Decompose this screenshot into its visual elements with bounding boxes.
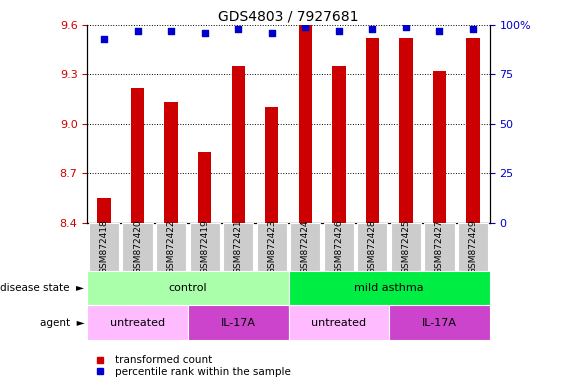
Legend: transformed count, percentile rank within the sample: transformed count, percentile rank withi… — [90, 355, 291, 377]
FancyBboxPatch shape — [156, 223, 186, 271]
Point — [401, 24, 410, 30]
Bar — [164, 103, 178, 384]
Point — [234, 26, 243, 32]
Text: GSM872424: GSM872424 — [301, 220, 310, 274]
Text: GSM872425: GSM872425 — [401, 219, 410, 274]
Bar — [399, 38, 413, 384]
Text: GSM872429: GSM872429 — [468, 219, 477, 274]
Point — [133, 28, 142, 34]
Text: GSM872422: GSM872422 — [167, 220, 176, 274]
FancyBboxPatch shape — [257, 223, 287, 271]
Point — [468, 26, 477, 32]
FancyBboxPatch shape — [391, 223, 421, 271]
Point — [301, 24, 310, 30]
FancyBboxPatch shape — [324, 223, 354, 271]
Text: IL-17A: IL-17A — [422, 318, 457, 328]
Text: GSM872420: GSM872420 — [133, 219, 142, 274]
Point — [267, 30, 276, 36]
FancyBboxPatch shape — [188, 305, 289, 340]
Point — [100, 36, 109, 42]
FancyBboxPatch shape — [425, 223, 454, 271]
Bar — [466, 38, 480, 384]
Bar — [231, 66, 245, 384]
Text: GSM872426: GSM872426 — [334, 219, 343, 274]
Point — [368, 26, 377, 32]
FancyBboxPatch shape — [89, 223, 119, 271]
Text: GSM872418: GSM872418 — [100, 219, 109, 274]
FancyBboxPatch shape — [358, 223, 387, 271]
FancyBboxPatch shape — [458, 223, 488, 271]
Point — [334, 28, 343, 34]
Bar — [265, 108, 279, 384]
FancyBboxPatch shape — [123, 223, 153, 271]
Text: disease state  ►: disease state ► — [1, 283, 84, 293]
FancyBboxPatch shape — [290, 223, 320, 271]
Point — [435, 28, 444, 34]
Text: GSM872419: GSM872419 — [200, 219, 209, 274]
Text: mild asthma: mild asthma — [354, 283, 424, 293]
FancyBboxPatch shape — [289, 305, 389, 340]
Bar — [433, 71, 446, 384]
FancyBboxPatch shape — [190, 223, 220, 271]
Title: GDS4803 / 7927681: GDS4803 / 7927681 — [218, 10, 359, 24]
Text: untreated: untreated — [110, 318, 165, 328]
Text: GSM872427: GSM872427 — [435, 219, 444, 274]
Bar — [131, 88, 144, 384]
FancyBboxPatch shape — [87, 305, 188, 340]
Text: GSM872423: GSM872423 — [267, 219, 276, 274]
Text: control: control — [168, 283, 207, 293]
FancyBboxPatch shape — [87, 271, 289, 305]
Text: agent  ►: agent ► — [40, 318, 84, 328]
FancyBboxPatch shape — [389, 305, 490, 340]
Text: IL-17A: IL-17A — [221, 318, 256, 328]
Text: untreated: untreated — [311, 318, 367, 328]
Text: GSM872428: GSM872428 — [368, 219, 377, 274]
Bar — [97, 198, 111, 384]
Bar — [198, 152, 211, 384]
FancyBboxPatch shape — [223, 223, 253, 271]
Text: GSM872421: GSM872421 — [234, 219, 243, 274]
Bar — [366, 38, 379, 384]
Point — [200, 30, 209, 36]
Point — [167, 28, 176, 34]
Bar — [298, 25, 312, 384]
Bar — [332, 66, 346, 384]
FancyBboxPatch shape — [289, 271, 490, 305]
